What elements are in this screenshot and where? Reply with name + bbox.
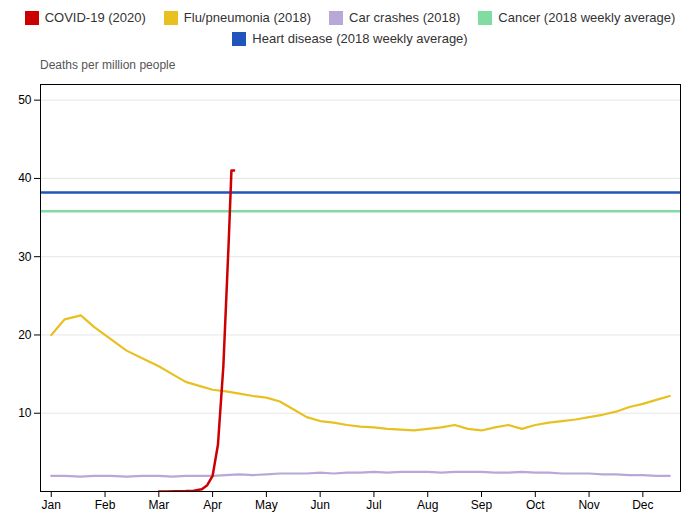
svg-text:50: 50 xyxy=(18,93,32,107)
svg-text:40: 40 xyxy=(18,171,32,185)
svg-text:Sep: Sep xyxy=(471,498,493,512)
html-text:Car crashes (2018): Car crashes (2018) xyxy=(349,10,461,25)
svg-text:Oct: Oct xyxy=(526,498,545,512)
svg-text:Mar: Mar xyxy=(148,498,169,512)
svg-text:May: May xyxy=(255,498,278,512)
svg-text:Feb: Feb xyxy=(95,498,116,512)
svg-text:20: 20 xyxy=(18,328,32,342)
html-text:Cancer (2018 weekly average): Cancer (2018 weekly average) xyxy=(498,10,676,25)
svg-text:Apr: Apr xyxy=(203,498,222,512)
html-text:Deaths per million people: Deaths per million people xyxy=(40,58,176,72)
svg-text:30: 30 xyxy=(18,250,32,264)
html-text:Heart disease (2018 weekly ave: Heart disease (2018 weekly average) xyxy=(252,31,468,46)
svg-text:10: 10 xyxy=(18,406,32,420)
html-text:Flu/pneumonia (2018): Flu/pneumonia (2018) xyxy=(183,10,311,25)
svg-text:Jul: Jul xyxy=(366,498,381,512)
svg-text:Nov: Nov xyxy=(578,498,599,512)
svg-text:Jun: Jun xyxy=(310,498,329,512)
svg-text:Aug: Aug xyxy=(417,498,438,512)
svg-text:Jan: Jan xyxy=(42,498,61,512)
html-text:COVID-19 (2020): COVID-19 (2020) xyxy=(44,10,146,25)
svg-text:Dec: Dec xyxy=(632,498,653,512)
